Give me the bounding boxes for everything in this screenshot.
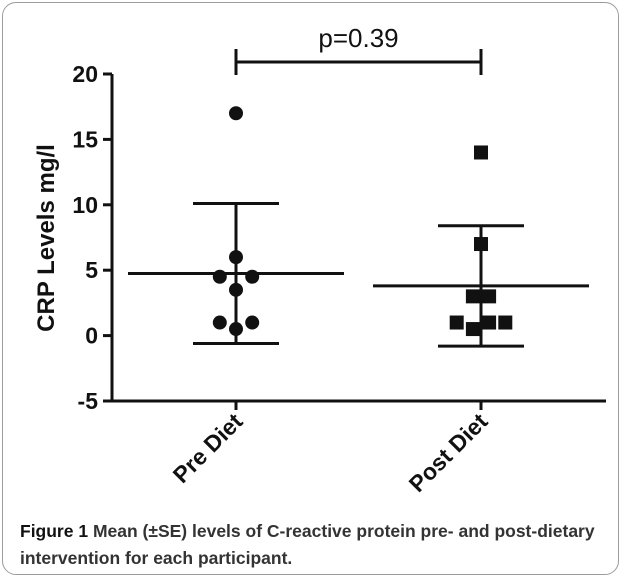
y-tick-label: 15 <box>72 126 98 152</box>
series-layer <box>128 106 589 348</box>
crp-scatter-chart: -5 0 5 10 15 20 Pre Diet Post Diet CRP Levels … <box>33 23 606 497</box>
data-point <box>498 315 513 330</box>
y-axis-label: CRP Levels mg/l <box>33 144 60 332</box>
y-tick-label: -5 <box>78 388 99 414</box>
data-point <box>212 315 227 330</box>
caption-label: Figure 1 <box>20 521 89 541</box>
data-point <box>245 315 260 330</box>
x-tick-label: Pre Diet <box>168 408 248 488</box>
data-point <box>474 145 488 160</box>
data-point <box>482 315 497 330</box>
data-point <box>212 269 227 284</box>
y-tick-label: 20 <box>72 61 98 87</box>
data-point <box>229 322 243 337</box>
data-point <box>482 289 497 304</box>
series-post-diet <box>373 145 589 348</box>
data-point <box>465 289 480 304</box>
data-point <box>449 315 464 330</box>
y-tick-label: 10 <box>72 192 98 218</box>
data-point <box>229 106 243 121</box>
y-tick-label: 0 <box>85 323 98 349</box>
p-value-label: p=0.39 <box>318 23 398 53</box>
figure-frame <box>2 2 619 575</box>
data-point <box>465 322 480 337</box>
y-tick-label: 5 <box>85 257 98 283</box>
x-axis: Pre Diet Post Diet <box>112 399 606 497</box>
data-point <box>245 269 260 284</box>
x-tick-label: Post Diet <box>404 408 493 497</box>
data-point <box>229 250 243 265</box>
caption-text: Mean (±SE) levels of C-reactive protein … <box>20 521 595 568</box>
y-axis: -5 0 5 10 15 20 <box>72 61 114 414</box>
data-point <box>474 237 488 252</box>
data-point <box>229 282 243 297</box>
figure-caption: Figure 1 Mean (±SE) levels of C-reactive… <box>20 518 610 572</box>
significance-annotation: p=0.39 <box>234 23 483 75</box>
series-pre-diet <box>128 106 344 345</box>
